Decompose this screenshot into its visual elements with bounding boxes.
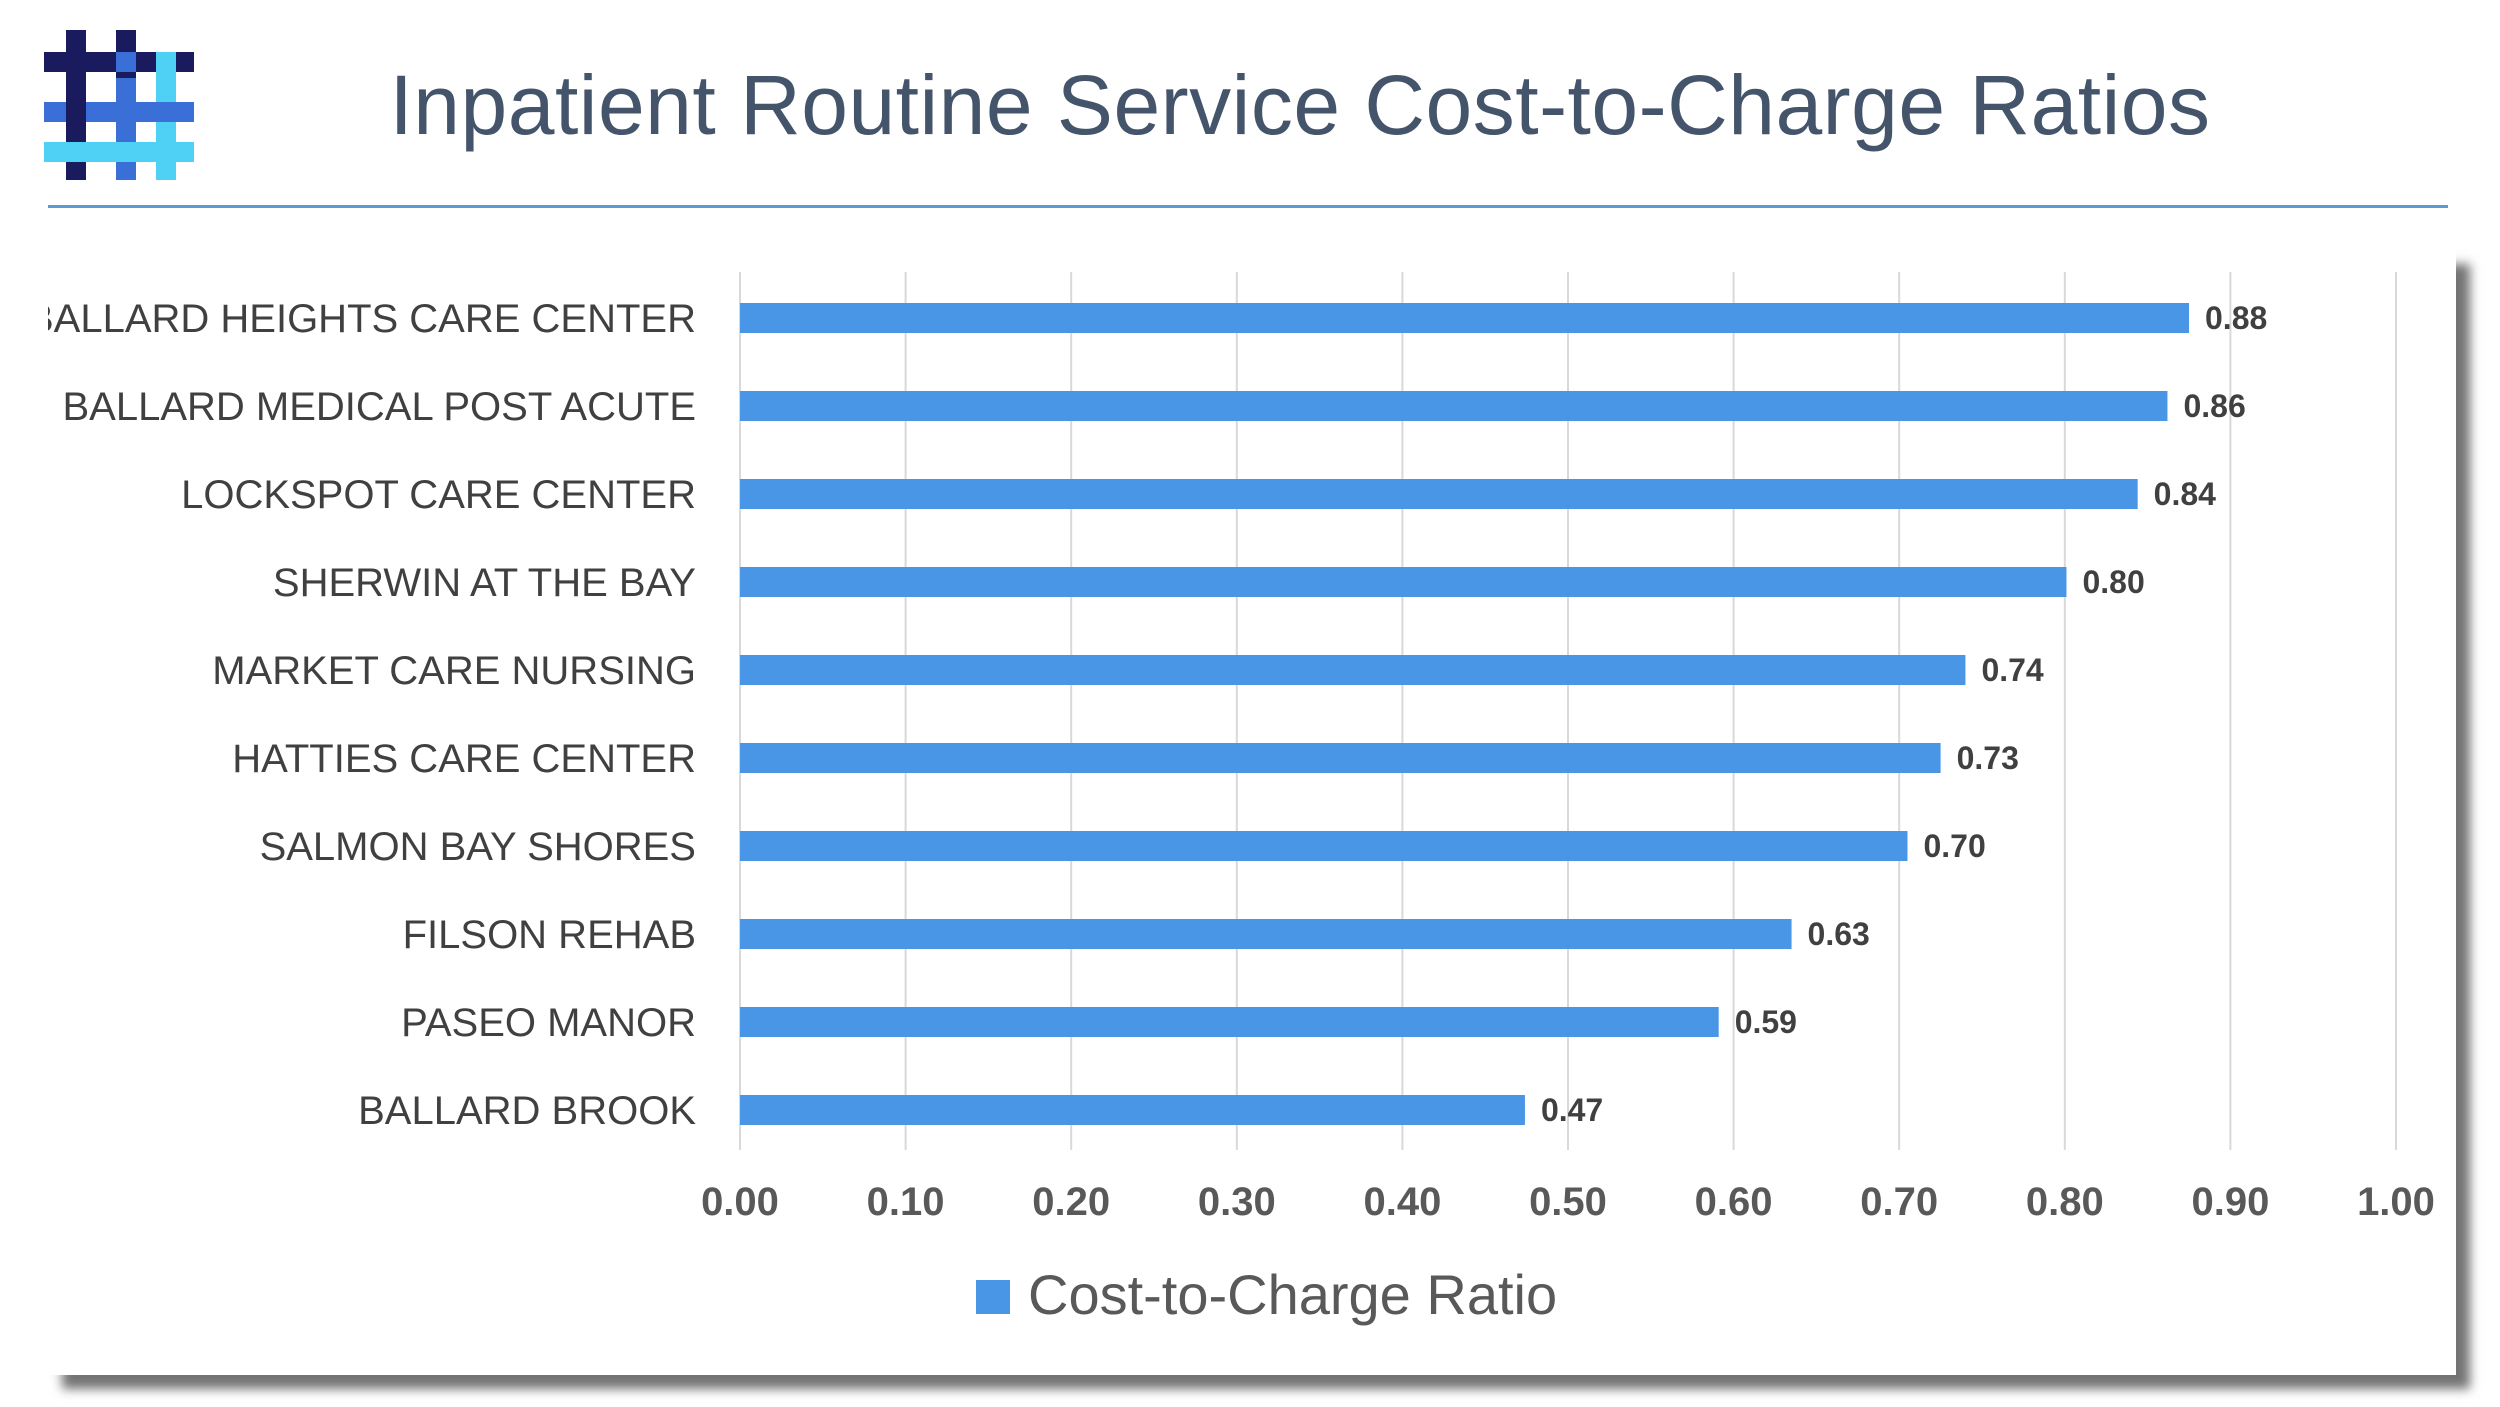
x-tick-label: 0.20 xyxy=(1032,1180,1110,1224)
data-label: 0.73 xyxy=(1957,740,2019,776)
bar xyxy=(740,743,1941,773)
category-label: HATTIES CARE CENTER xyxy=(232,737,696,781)
bar xyxy=(740,655,1966,685)
data-label: 0.70 xyxy=(1923,828,1985,864)
category-label: BALLARD MEDICAL POST ACUTE xyxy=(62,385,696,429)
data-label: 0.86 xyxy=(2183,388,2245,424)
legend-swatch xyxy=(976,1280,1010,1314)
data-label: 0.47 xyxy=(1541,1092,1603,1128)
x-tick-label: 0.60 xyxy=(1695,1180,1773,1224)
chart-panel: 0.00 0.10 0.20 0.30 0.40 0.50 0.60 0.70 0.80 0.90… xyxy=(48,250,2456,1375)
x-tick-label: 0.10 xyxy=(867,1180,945,1224)
x-tick-label: 0.50 xyxy=(1529,1180,1607,1224)
data-label: 0.59 xyxy=(1735,1004,1797,1040)
data-label: 0.63 xyxy=(1808,916,1870,952)
category-label: LOCKSPOT CARE CENTER xyxy=(181,473,696,517)
data-label: 0.74 xyxy=(1981,652,2043,688)
data-label: 0.88 xyxy=(2205,300,2267,336)
x-tick-label: 0.80 xyxy=(2026,1180,2104,1224)
x-tick-label: 0.70 xyxy=(1860,1180,1938,1224)
bar-chart: 0.00 0.10 0.20 0.30 0.40 0.50 0.60 0.70 0.80 0.90… xyxy=(48,272,2435,1326)
category-label: SALMON BAY SHORES xyxy=(260,825,696,869)
x-tick-label: 1.00 xyxy=(2357,1180,2435,1224)
x-tick-label: 0.00 xyxy=(701,1180,779,1224)
bar xyxy=(740,831,1908,861)
title-divider xyxy=(48,205,2448,208)
bar xyxy=(740,1095,1525,1125)
bar xyxy=(740,567,2067,597)
x-tick-label: 0.90 xyxy=(2191,1180,2269,1224)
hashtag-weave-logo xyxy=(44,30,194,180)
category-label: BALLARD HEIGHTS CARE CENTER xyxy=(48,297,696,341)
page-title: Inpatient Routine Service Cost-to-Charge… xyxy=(389,58,2211,152)
data-label: 0.84 xyxy=(2154,476,2216,512)
category-label: MARKET CARE NURSING xyxy=(212,649,696,693)
bar xyxy=(740,303,2189,333)
legend-label: Cost-to-Charge Ratio xyxy=(1028,1263,1557,1326)
x-tick-label: 0.40 xyxy=(1363,1180,1441,1224)
category-label: FILSON REHAB xyxy=(403,913,696,957)
bar xyxy=(740,479,2138,509)
bar xyxy=(740,919,1792,949)
bar xyxy=(740,391,2168,421)
x-tick-label: 0.30 xyxy=(1198,1180,1276,1224)
data-label: 0.80 xyxy=(2082,564,2144,600)
category-label: SHERWIN AT THE BAY xyxy=(273,561,696,605)
bar xyxy=(740,1007,1719,1037)
category-label: BALLARD BROOK xyxy=(358,1089,696,1133)
category-label: PASEO MANOR xyxy=(401,1001,696,1045)
